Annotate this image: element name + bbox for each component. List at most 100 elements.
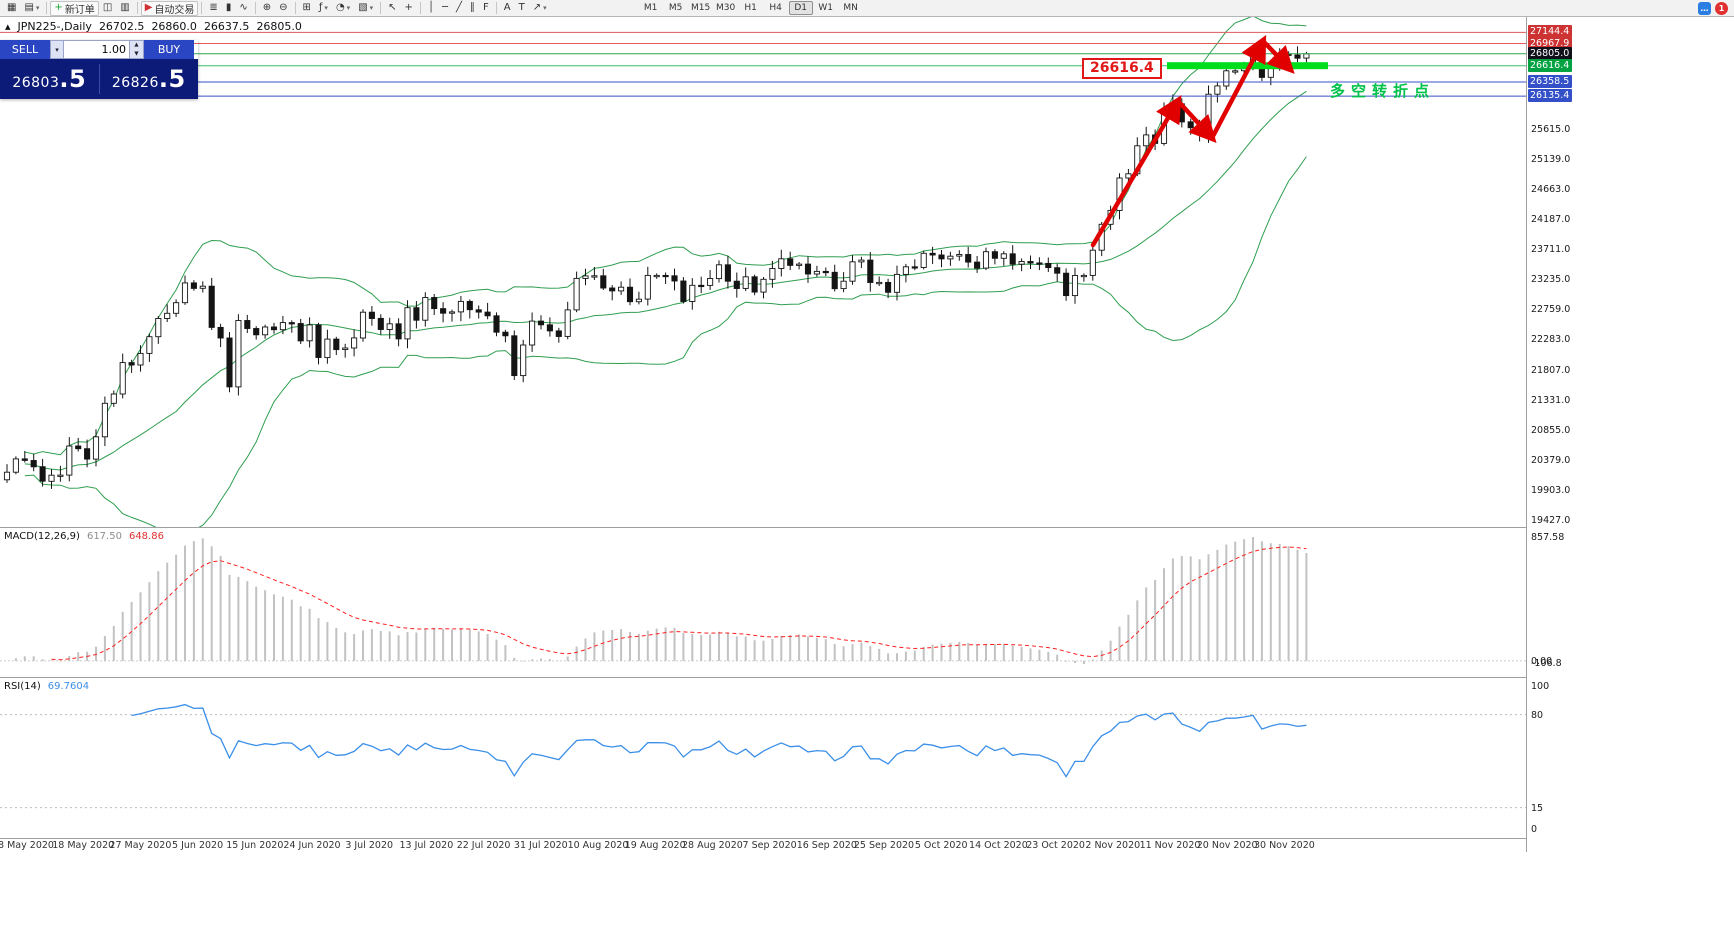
time-label: 27 May 2020 [109, 840, 172, 851]
time-label: 11 Nov 2020 [1139, 840, 1201, 851]
horizontal-line-icon[interactable]: ─ [438, 1, 452, 16]
volume-up-icon[interactable]: ▲ [134, 42, 139, 49]
bar-chart-icon[interactable]: ≣ [205, 1, 221, 16]
volume-dropdown-icon[interactable]: ▾ [50, 40, 64, 59]
autotrading-button-label: 自动交易 [154, 4, 195, 16]
timeframe-m5[interactable]: M5 [668, 3, 683, 13]
chat-icon[interactable]: … [1698, 2, 1711, 15]
low-value: 26637.5 [203, 20, 250, 33]
panel-separator[interactable] [0, 527, 1572, 528]
vertical-line-icon[interactable]: │ [424, 1, 438, 16]
text-label-icon-glyph: T [518, 2, 525, 13]
level-price-label[interactable]: 26616.4 [1082, 58, 1162, 79]
macd-main-value: 617.50 [86, 531, 122, 542]
new-order-button[interactable]: + 新订单 [50, 0, 99, 16]
chart-title: ▴ JPN225-,Daily 26702.5 26860.0 26637.5 … [5, 20, 302, 33]
close-value: 26805.0 [256, 20, 302, 33]
symbol-name: JPN225-,Daily [17, 20, 92, 33]
new-chart-icon[interactable]: ▦ [3, 1, 20, 16]
time-label: 18 May 2020 [52, 840, 115, 851]
timeframe-h4[interactable]: H4 [769, 3, 782, 13]
scale-label: 22283.0 [1531, 334, 1571, 346]
volume-stepper[interactable]: ▲ ▼ [130, 40, 144, 59]
chart-window-icon-glyph: ◫ [102, 2, 113, 13]
price-line-label: 26967.9 [1528, 36, 1572, 50]
candlestick-chart-icon[interactable]: ▮ [222, 1, 236, 16]
cursor-icon[interactable]: ↖ [384, 1, 400, 16]
time-label: 15 Jun 2020 [226, 840, 284, 851]
periods-icon[interactable]: ◔ ▾ [332, 1, 354, 16]
fibonacci-icon[interactable]: F [479, 1, 493, 16]
vertical-line-icon-glyph: │ [427, 2, 434, 13]
zoom-in-icon[interactable]: ⊕ [259, 1, 275, 16]
timeframe-mn[interactable]: MN [843, 3, 858, 13]
price-chart-panel[interactable]: ▴ JPN225-,Daily 26702.5 26860.0 26637.5 … [0, 16, 1526, 527]
channel-icon[interactable]: ∥ [466, 1, 479, 16]
time-label: 7 Sep 2020 [742, 840, 797, 851]
templates-icon[interactable]: ▧ ▾ [354, 1, 377, 16]
templates-icon-glyph: ▧ [358, 2, 368, 13]
time-label: 5 Oct 2020 [914, 840, 968, 851]
macd-panel[interactable]: MACD(12,26,9) 617.50 648.86 [0, 528, 1526, 677]
autotrading-button[interactable]: ▶ 自动交易 [140, 0, 199, 16]
crosshair-icon[interactable]: + [401, 1, 417, 16]
market-watch-icon[interactable]: ▥ [116, 1, 133, 16]
buy-price[interactable]: 26826.5 [111, 65, 186, 93]
trend-arrows[interactable] [1090, 35, 1295, 248]
timeframe-m15[interactable]: M15 [691, 3, 711, 13]
macd-scale-label: 0.00 [1531, 655, 1553, 667]
price-line-label: 26135.4 [1528, 89, 1572, 103]
chart-window-icon[interactable]: ◫ [99, 1, 116, 16]
time-label: 23 Oct 2020 [1026, 840, 1085, 851]
panel-separator[interactable] [0, 677, 1572, 678]
sell-price[interactable]: 26803.5 [12, 65, 87, 93]
toolbar-separator [254, 2, 256, 14]
volume-down-icon[interactable]: ▼ [134, 50, 139, 57]
zoom-out-icon[interactable]: ⊖ [275, 1, 291, 16]
toolbar-separator [419, 2, 421, 14]
profiles-icon[interactable]: ▤ ▾ [20, 1, 43, 16]
rsi-scale-label: 80 [1531, 709, 1544, 721]
scale-label: 22759.0 [1531, 304, 1571, 316]
rsi-svg[interactable] [0, 678, 1526, 837]
time-label: 2 Nov 2020 [1085, 840, 1141, 851]
time-axis[interactable]: 8 May 2020 18 May 2020 27 May 2020 5 Jun 20… [0, 839, 1526, 853]
notification-badge[interactable]: 1 [1715, 2, 1728, 15]
timeframe-w1[interactable]: W1 [818, 3, 833, 13]
caret-down-icon: ▾ [35, 4, 40, 12]
main-toolbar: ▦ ▤ ▾ + 新订单 ◫ ▥ ▶ 自动交易 ≣ ▮ ∿ ⊕ ⊖ ⊞ ƒ ▾ ◔ ▾ ▧ ▾ ↖ + │ ─ ╱ ∥ F A T ↗ ▾ M1 M… [0, 0, 1734, 17]
rsi-panel[interactable]: RSI(14) 69.7604 [0, 678, 1526, 837]
panel-separator [0, 838, 1572, 839]
rsi-scale-label: 100 [1531, 681, 1550, 692]
scale-label: 21331.0 [1531, 394, 1571, 406]
autotrading-glyph: ▶ [144, 2, 153, 13]
timeframe-m1[interactable]: M1 [643, 3, 658, 13]
timeframe-h1[interactable]: H1 [744, 3, 757, 13]
tile-windows-icon[interactable]: ⊞ [299, 1, 315, 16]
candlestick-series [3, 46, 1310, 489]
new-order-button-label: 新订单 [64, 4, 95, 16]
buy-button[interactable]: BUY [144, 40, 194, 59]
volume-input[interactable] [64, 40, 130, 59]
timeframe-d1[interactable]: D1 [788, 1, 813, 15]
annotation-note[interactable]: 多空转折点 [1330, 82, 1436, 100]
indicators-icon-glyph: ƒ [318, 2, 323, 13]
time-label: 28 Aug 2020 [681, 840, 743, 851]
text-label-icon[interactable]: T [515, 1, 529, 16]
indicators-icon[interactable]: ƒ ▾ [315, 1, 332, 16]
main-chart-svg[interactable] [0, 16, 1526, 527]
trendline-icon[interactable]: ╱ [452, 1, 466, 16]
line-chart-icon[interactable]: ∿ [235, 1, 251, 16]
time-label: 19 Aug 2020 [624, 840, 686, 851]
toolbar-separator [380, 2, 382, 14]
macd-svg[interactable] [0, 528, 1526, 677]
toolbar-separator [201, 2, 203, 14]
text-icon[interactable]: A [500, 1, 515, 16]
rsi-line [131, 703, 1307, 778]
macd-label: MACD(12,26,9) 617.50 648.86 [4, 531, 164, 542]
timeframe-m30[interactable]: M30 [716, 3, 736, 13]
arrows-tool-icon[interactable]: ↗ ▾ [529, 1, 551, 16]
sell-button[interactable]: SELL [0, 40, 50, 59]
price-scale[interactable]: 25615.0 25139.0 24663.0 24187.0 23711.0 23235… [1526, 16, 1572, 852]
